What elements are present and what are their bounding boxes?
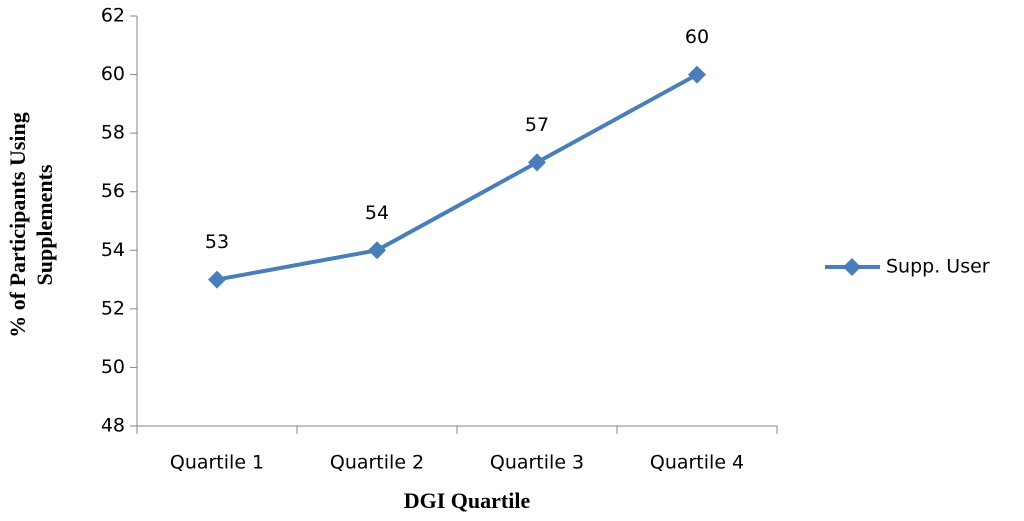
y-tick-label: 50 [101,356,125,378]
y-tick-label: 58 [101,122,125,144]
y-tick-label: 62 [101,5,125,27]
marker [843,258,861,276]
y-axis-label: Supplements [32,164,57,285]
x-tick-label: Quartile 4 [650,452,744,474]
y-tick-label: 48 [101,415,125,437]
series-line [216,72,698,282]
x-axis-label: DGI Quartile [404,488,531,513]
marker [208,270,226,289]
legend-label: Supp. User [886,256,990,278]
marker [688,65,706,84]
y-axis-label: % of Participants Using [5,112,30,338]
x-tick-label: Quartile 2 [330,452,424,474]
y-tick-label: 60 [101,63,125,85]
y-tick-label: 54 [101,239,125,261]
x-tick-label: Quartile 1 [170,452,264,474]
data-label: 54 [365,202,389,224]
data-label: 57 [525,114,549,136]
data-label: 60 [685,26,709,48]
marker [528,153,546,172]
data-label: 53 [205,231,229,253]
y-tick-label: 56 [101,180,125,202]
y-tick-label: 52 [101,297,125,319]
x-tick-label: Quartile 3 [490,452,584,474]
marker [368,241,386,260]
